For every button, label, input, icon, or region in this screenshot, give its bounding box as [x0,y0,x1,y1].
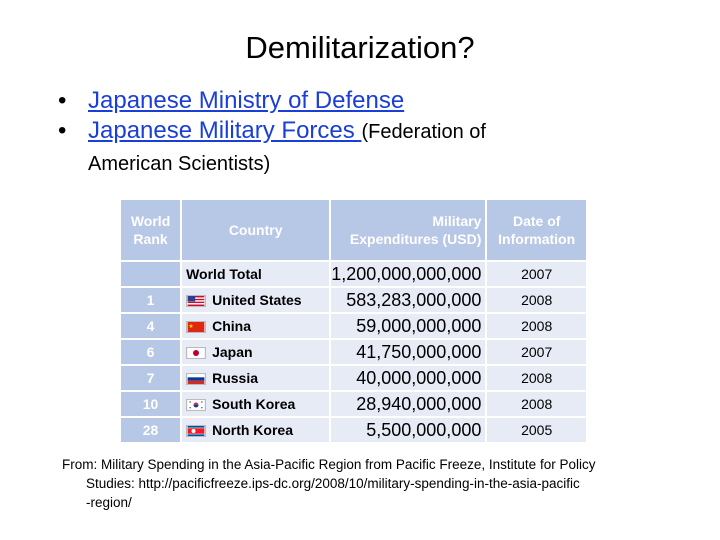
country-cell: South Korea [182,392,330,416]
bullet-item: • Japanese Military Forces (Federation o… [58,116,698,147]
rank-cell [121,262,181,286]
slide-title: Demilitarization? [245,30,475,65]
expenditure-cell: 41,750,000,000 [331,340,486,364]
country-cell: China [182,314,330,338]
japan-flag-icon [186,347,207,360]
rank-cell: 7 [121,366,181,390]
country-cell: Japan [182,340,330,364]
table-header-row: World Rank Country Military Expenditures (… [121,200,586,260]
us-flag-icon [186,295,207,308]
date-cell: 2007 [487,262,586,286]
date-cell: 2008 [487,288,586,312]
date-cell: 2008 [487,392,586,416]
table-row: 4 China 59,000,000,000 2008 [121,314,586,338]
country-cell: North Korea [182,418,330,442]
rank-cell: 6 [121,340,181,364]
rank-cell: 4 [121,314,181,338]
header-date: Date of Information [487,200,586,260]
date-cell: 2005 [487,418,586,442]
expenditure-cell: 5,500,000,000 [331,418,486,442]
date-cell: 2007 [487,340,586,364]
table-row: 10 South Korea 28,940,000,000 2008 [121,392,586,416]
military-spending-table: World Rank Country Military Expenditures (… [119,198,588,444]
bullet-dot-icon: • [58,87,67,114]
expenditure-cell: 1,200,000,000,000 [331,262,486,286]
country-cell: Russia [182,366,330,390]
expenditure-cell: 59,000,000,000 [331,314,486,338]
china-flag-icon [186,321,207,334]
table-row: 1 United States 583,283,000,000 2008 [121,288,586,312]
table-row: 28 North Korea 5,500,000,000 2005 [121,418,586,442]
expenditure-cell: 583,283,000,000 [331,288,486,312]
footnote-line: -region/ [86,495,132,510]
expenditure-cell: 40,000,000,000 [331,366,486,390]
source-note: (Federation of [361,121,486,143]
header-country: Country [182,200,330,260]
expenditure-cell: 28,940,000,000 [331,392,486,416]
country-cell: World Total [182,262,330,286]
south-korea-flag-icon [186,399,207,412]
footnote-url[interactable]: Studies: http://pacificfreeze.ips-dc.org… [86,476,580,491]
header-expenditures: Military Expenditures (USD) [331,200,486,260]
ministry-of-defense-link[interactable]: Japanese Ministry of Defense [88,87,405,114]
table-row-world-total: World Total 1,200,000,000,000 2007 [121,262,586,286]
table-row: 7 Russia 40,000,000,000 2008 [121,366,586,390]
rank-cell: 1 [121,288,181,312]
rank-cell: 28 [121,418,181,442]
bullet-dot-icon: • [58,117,67,144]
date-cell: 2008 [487,314,586,338]
date-cell: 2008 [487,366,586,390]
header-world-rank: World Rank [121,200,181,260]
military-forces-link[interactable]: Japanese Military Forces [88,117,362,144]
source-footnote: From: Military Spending in the Asia-Paci… [62,455,662,512]
country-cell: United States [182,288,330,312]
footnote-line: From: Military Spending in the Asia-Paci… [62,457,596,472]
bullet-list: • Japanese Ministry of Defense • Japanes… [58,86,698,179]
table-row: 6 Japan 41,750,000,000 2007 [121,340,586,364]
russia-flag-icon [186,373,207,386]
rank-cell: 10 [121,392,181,416]
source-note-continuation: American Scientists) [88,153,271,175]
north-korea-flag-icon [186,425,207,438]
bullet-item: • Japanese Ministry of Defense [58,86,698,116]
